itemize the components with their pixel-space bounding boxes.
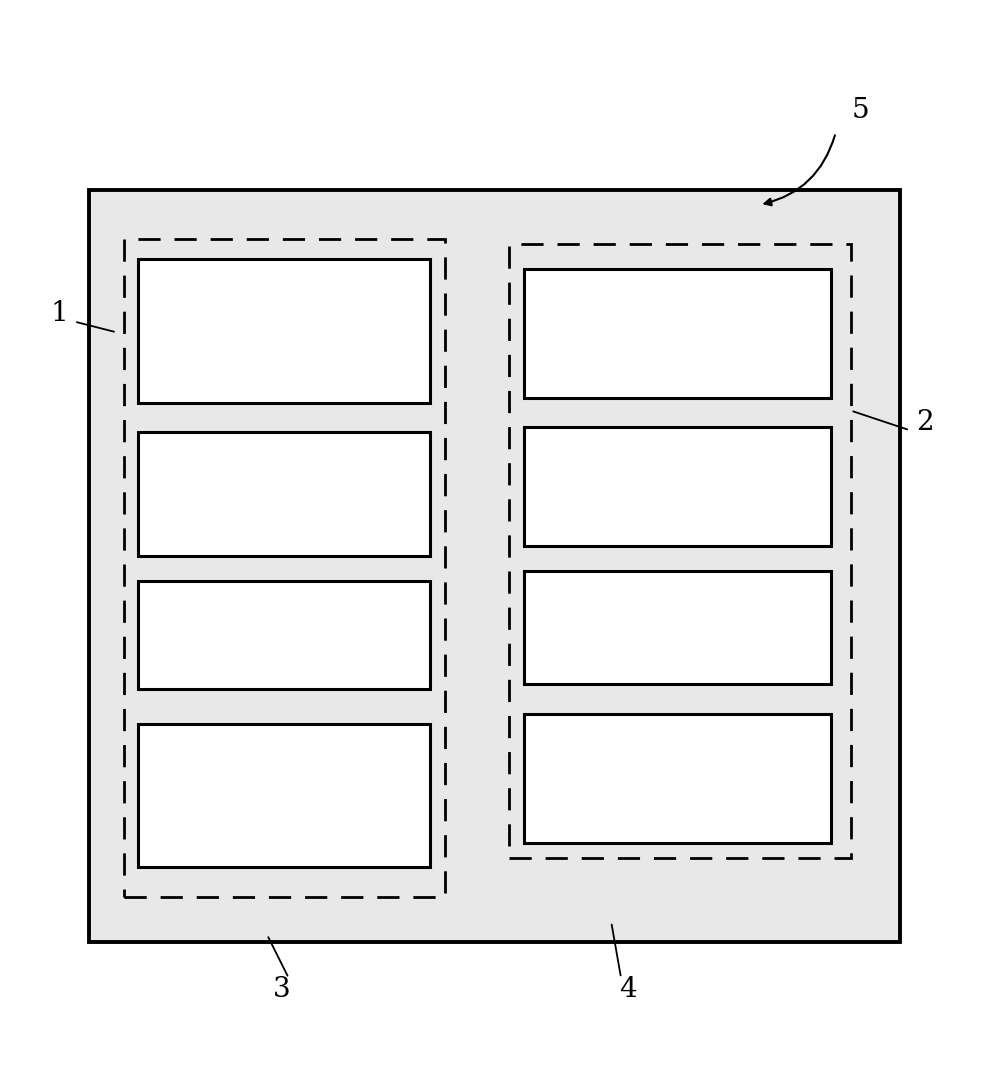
Text: 5: 5 <box>852 97 869 124</box>
Bar <box>138 432 430 556</box>
Bar <box>124 239 445 898</box>
Bar <box>509 245 851 857</box>
Text: 2: 2 <box>916 408 934 436</box>
Text: 1: 1 <box>50 300 68 328</box>
Bar <box>89 190 900 941</box>
Bar <box>138 581 430 689</box>
Bar <box>524 714 831 843</box>
Bar <box>524 269 831 397</box>
Bar <box>524 571 831 685</box>
Bar <box>524 427 831 546</box>
Text: 4: 4 <box>619 975 637 1002</box>
Bar <box>138 259 430 403</box>
Bar <box>138 724 430 867</box>
Text: 3: 3 <box>273 975 291 1002</box>
